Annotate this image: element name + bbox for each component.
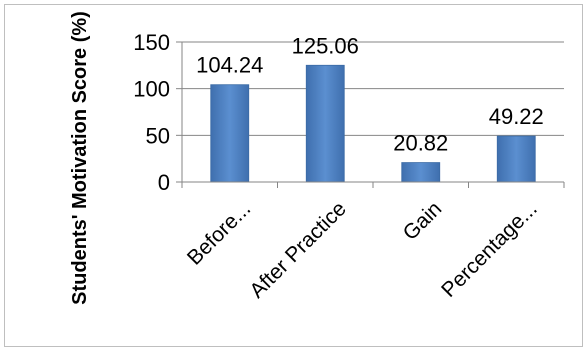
chart-frame [4,4,583,347]
category-labels: Before...After Practice GainPercentage... [183,197,542,302]
bar [401,162,441,183]
data-label: 20.82 [393,131,448,156]
data-label: 49.22 [489,104,544,129]
y-tick-label: 50 [146,123,170,148]
bar [210,84,250,183]
data-label: 104.24 [196,53,263,78]
category-label: After Practice [245,197,350,302]
bars [210,64,536,183]
axes [176,41,565,188]
y-tick-label: 100 [133,77,170,102]
category-label: Gain [399,197,447,245]
bar [305,64,345,183]
category-label: Percentage... [437,197,542,302]
y-tick-label: 150 [133,30,170,55]
data-label: 125.06 [292,33,359,58]
data-labels: 104.24 125.06 20.82 49.22 [196,33,544,155]
y-tick-label: 0 [158,170,170,195]
category-label: Before... [183,197,255,269]
bar [496,135,536,183]
y-axis-title: Students' Motivation Score (%) [69,11,91,305]
y-tick-labels: 0 50 100 150 [133,30,170,195]
